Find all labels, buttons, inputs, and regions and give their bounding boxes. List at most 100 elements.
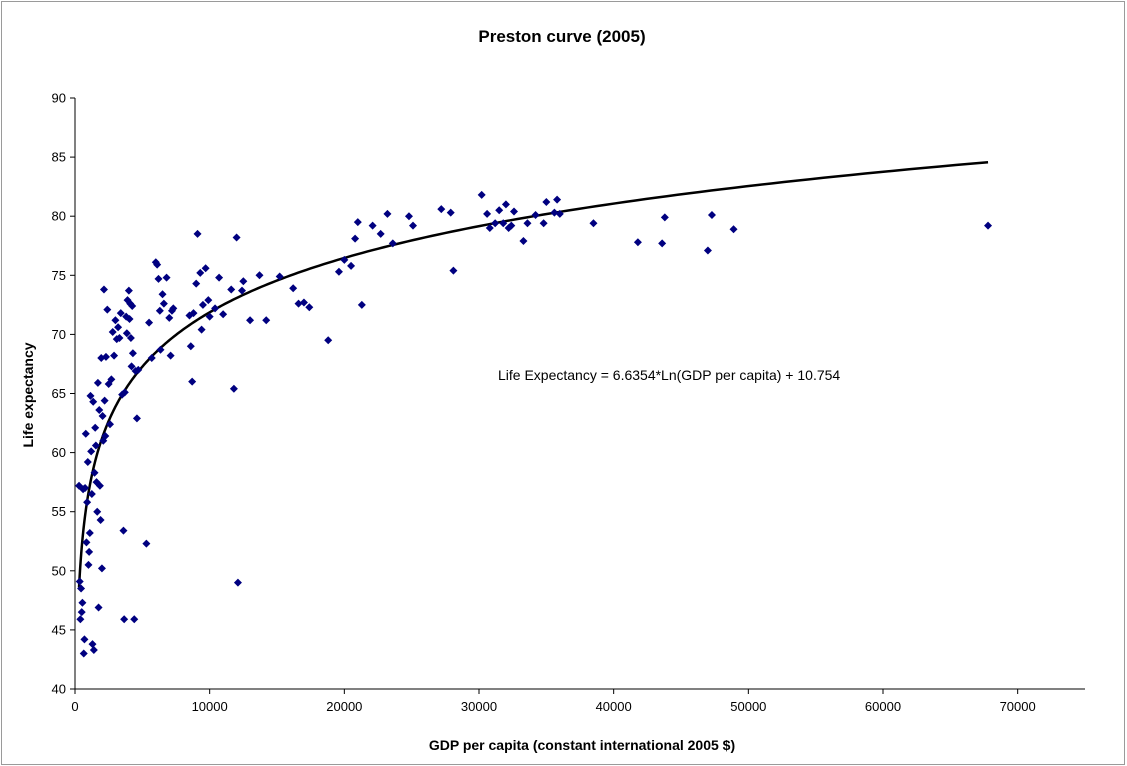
data-point [155,306,164,315]
y-tick-label: 55 [52,504,66,519]
data-point [197,325,206,334]
data-point [229,384,238,393]
data-point [111,316,120,325]
data-point [262,316,271,325]
data-point [101,432,110,441]
data-point [108,328,117,337]
data-point [85,547,94,556]
data-point [237,286,246,295]
data-point [76,615,85,624]
data-point [87,489,96,498]
x-tick-label: 0 [71,699,78,714]
data-point [553,195,562,204]
data-point [347,261,356,270]
data-point [145,318,154,327]
data-point [324,336,333,345]
data-point [353,218,362,227]
data-point [437,205,446,214]
data-point [388,239,397,248]
data-point [186,342,195,351]
data-point [376,229,385,238]
data-point [96,515,105,524]
data-point [227,285,236,294]
data-point [485,224,494,233]
y-tick-label: 70 [52,327,66,342]
data-point [305,303,314,312]
x-tick-label: 20000 [326,699,362,714]
data-point [100,396,109,405]
data-point [205,312,214,321]
y-axis-title: Life expectancy [20,342,36,447]
data-point [84,560,93,569]
data-point [351,234,360,243]
data-point [211,304,220,313]
x-tick-label: 50000 [730,699,766,714]
data-point [132,414,141,423]
y-tick-label: 85 [52,150,66,165]
data-point [166,351,175,360]
y-tick-label: 90 [52,91,66,106]
data-point [91,441,100,450]
data-point [95,481,104,490]
data-point [81,429,90,438]
data-point [703,246,712,255]
y-tick-label: 50 [52,563,66,578]
trendline-equation: Life Expectancy = 6.6354*Ln(GDP per capi… [498,367,840,383]
data-point [115,333,124,342]
data-point [83,498,92,507]
data-point [233,578,242,587]
data-point [660,213,669,222]
data-point [504,224,513,233]
data-point [122,312,131,321]
data-point [147,354,156,363]
data-point [275,272,284,281]
y-tick-label: 75 [52,268,66,283]
data-point [77,608,86,617]
data-point [83,458,92,467]
data-point [409,221,418,230]
data-point [555,209,564,218]
data-point [110,351,119,360]
data-point [519,237,528,246]
data-point [507,221,516,230]
x-tick-label: 40000 [596,699,632,714]
data-point [707,211,716,220]
data-point [93,507,102,516]
data-point [523,219,532,228]
data-point [510,207,519,216]
data-point [97,564,106,573]
data-point [106,420,115,429]
y-tick-label: 65 [52,386,66,401]
data-point [162,273,171,282]
y-tick-label: 40 [52,682,66,697]
data-point [589,219,598,228]
data-point [130,615,139,624]
data-point [114,323,123,332]
data-point [127,362,136,371]
data-point [75,577,84,586]
data-point [122,329,131,338]
data-point [158,290,167,299]
data-point [82,538,91,547]
axes [74,98,1085,690]
data-point [198,300,207,309]
data-point [116,309,125,318]
chart-title: Preston curve (2005) [478,27,645,46]
data-point [95,406,104,415]
data-point [125,315,134,324]
data-point [201,264,210,273]
data-point [99,285,108,294]
data-point [120,615,129,624]
data-point [153,260,162,269]
x-tick-label: 30000 [461,699,497,714]
data-point [633,238,642,247]
data-point [539,219,548,228]
data-point [91,423,100,432]
data-point [128,349,137,358]
data-point [449,266,458,275]
data-point [531,211,540,220]
data-point [446,208,455,217]
data-points [75,190,993,658]
data-point [165,313,174,322]
